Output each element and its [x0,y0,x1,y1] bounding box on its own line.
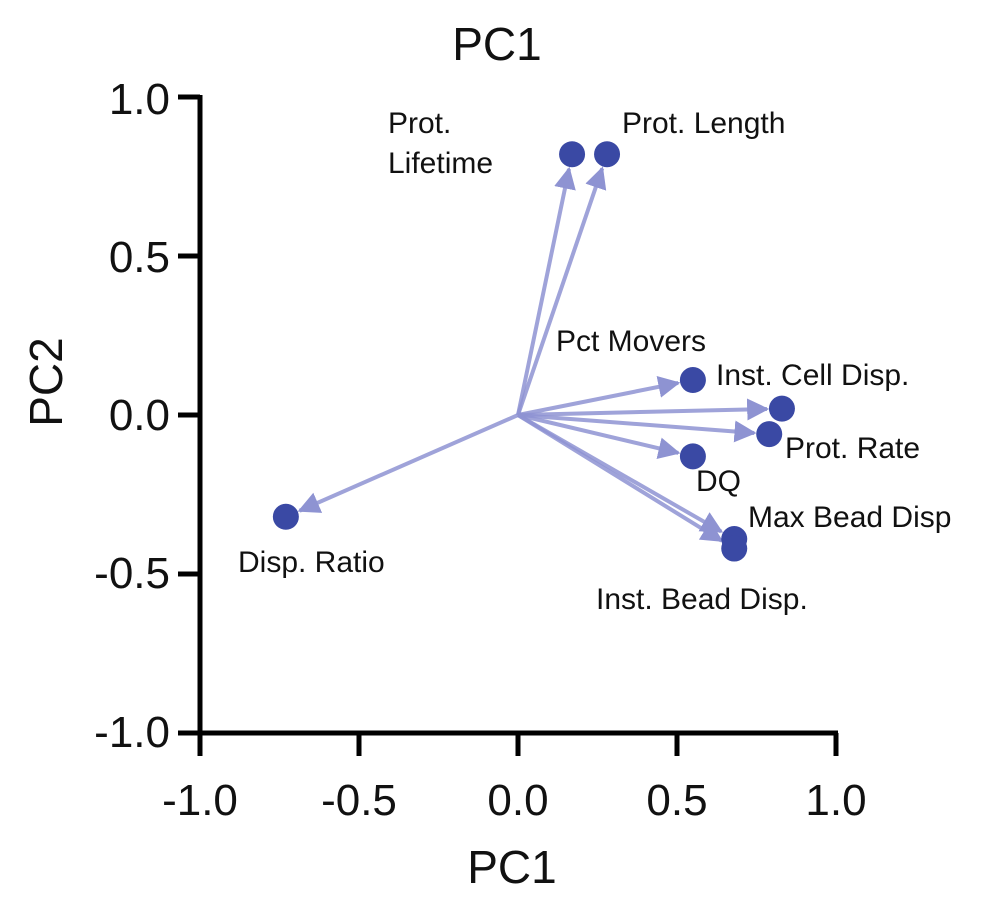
loading-arrow [516,166,607,416]
loading-arrow [516,166,576,416]
loading-point [594,141,621,168]
loading-arrow [517,413,681,460]
loading-point [756,421,783,448]
y-tick-label: 1.0 [109,75,170,124]
y-tick-label: -1.0 [94,708,170,757]
x-tick-label: 0.5 [646,776,707,825]
variable-label: DQ [696,465,741,498]
loading-arrow [516,413,724,543]
x-tick-label: -1.0 [162,776,238,825]
y-tick-label: 0.5 [109,233,170,282]
loading-arrow [517,376,681,417]
variable-label-line: DQ [696,465,741,498]
loading-point [768,395,795,422]
variable-label-line: Inst. Bead Disp. [596,583,808,616]
variable-label-line: Max Bead Disp [748,501,951,534]
variable-label-line: Prot. [388,107,451,140]
variable-label: Pct Movers [556,325,706,358]
variable-label-line: Inst. Cell Disp. [716,359,909,392]
variable-label-line: Prot. Length [622,107,785,140]
loading-vectors [297,166,770,543]
loading-arrow [517,413,757,443]
variable-label: Disp. Ratio [238,546,385,579]
loading-points [272,141,795,562]
variable-label-line: Pct Movers [556,325,706,358]
x-tick-label: 1.0 [805,776,866,825]
variable-label: Max Bead Disp [748,501,951,534]
y-tick-label: -0.5 [94,549,170,598]
loading-point [679,443,706,470]
x-tick-label: 0.0 [487,776,548,825]
variable-label: Prot. Length [622,107,785,140]
variable-label-line: Disp. Ratio [238,546,385,579]
x-tick-labels: -1.0 -0.5 0.0 0.5 1.0 [162,776,867,825]
y-ticks [178,94,200,736]
chart-title: PC1 [452,18,541,70]
y-tick-label: 0.0 [109,391,170,440]
x-ticks [197,733,839,756]
loading-point [679,367,706,394]
loading-point [559,141,586,168]
variable-label-line: Lifetime [388,147,493,180]
loading-arrow [517,398,770,421]
loading-point [272,503,299,530]
x-axis-title: PC1 [467,841,556,893]
loading-arrow [297,413,519,513]
variable-label: Prot. Lifetime [388,107,493,180]
variable-labels: Prot. Lifetime Prot. Length Pct Movers Inst.… [238,107,951,616]
x-tick-label: -0.5 [321,776,397,825]
variable-label: Inst. Cell Disp. [716,359,909,392]
variable-label: Prot. Rate [785,432,920,465]
loading-point [721,535,748,562]
variable-label-line: Prot. Rate [785,432,920,465]
variable-label: Inst. Bead Disp. [596,583,808,616]
y-axis-title: PC2 [20,337,72,426]
y-tick-labels: 1.0 0.5 0.0 -0.5 -1.0 [94,75,170,757]
